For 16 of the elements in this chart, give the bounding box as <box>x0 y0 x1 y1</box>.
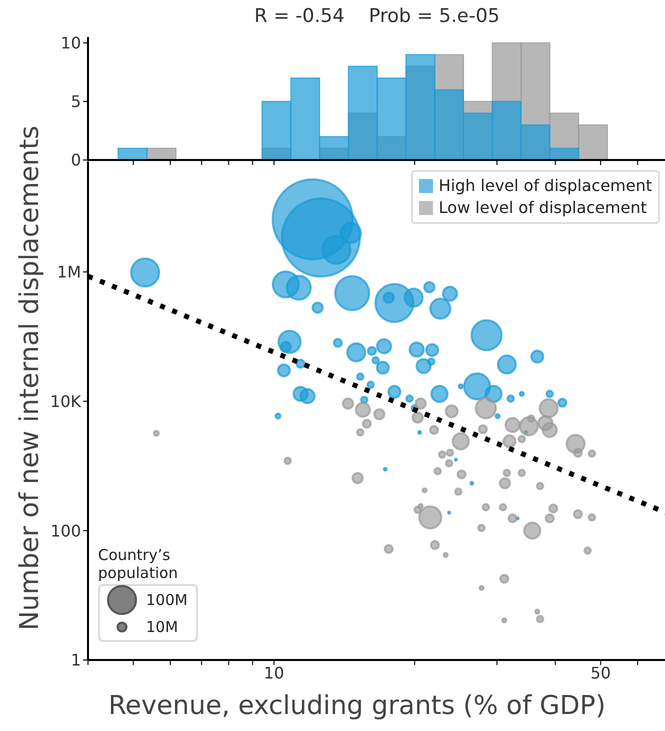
y-tick-label: 1M <box>57 262 81 282</box>
y-tick-label: 100 <box>50 521 81 540</box>
y-tick-label: 0 <box>70 150 81 170</box>
legend-label: Low level of displacement <box>438 197 647 219</box>
y-tick-label: 5 <box>70 92 81 112</box>
legend-label: 100M <box>146 590 188 608</box>
legend-label: High level of displacement <box>438 175 652 197</box>
y-axis-title: Number of new internal displacements <box>15 126 45 630</box>
chart-title: R = -0.54 Prob = 5.e-05 <box>253 5 501 27</box>
y-tick-label: 10K <box>50 392 82 411</box>
y-tick-label: 10 <box>60 34 81 53</box>
x-axis-title: Revenue, excluding grants (% of GDP) <box>107 691 607 721</box>
legend-label: 10M <box>146 618 178 636</box>
y-tick-label: 1 <box>70 650 81 670</box>
x-tick-label: 50 <box>590 663 611 682</box>
legend-title: Country’s population <box>98 546 179 582</box>
